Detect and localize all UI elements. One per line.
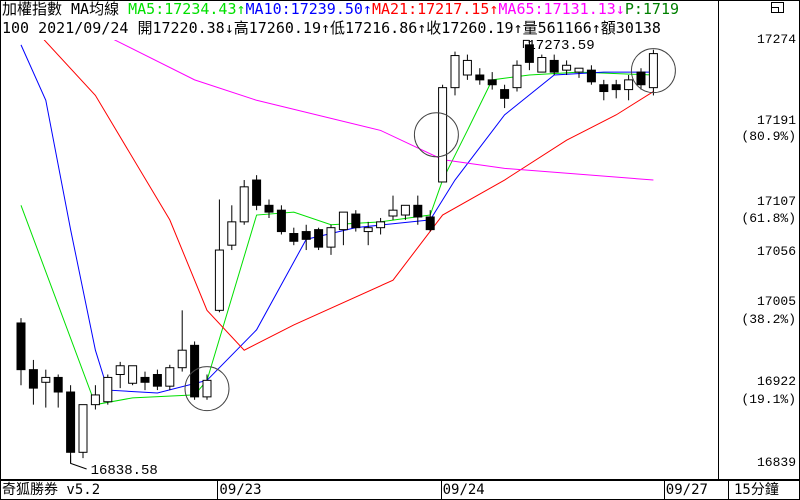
candle-down xyxy=(611,84,621,91)
indicator-header: 加權指數 MA均線 MA5:17234.43↑MA10:17239.50↑MA2… xyxy=(2,0,716,19)
candle-up xyxy=(214,249,224,311)
candle-up xyxy=(239,186,249,223)
candle-up xyxy=(177,349,187,369)
ma65-value: MA65:17131.13↓ xyxy=(498,0,625,18)
candle-up xyxy=(462,59,472,76)
candle-down xyxy=(524,44,534,63)
date-label: 09/23 xyxy=(217,481,262,499)
axis-label: 17191 xyxy=(756,112,796,128)
candle-up xyxy=(338,211,348,231)
ma65-line xyxy=(113,40,654,181)
candle-down xyxy=(28,369,38,389)
p-value: P:1719 xyxy=(624,0,680,18)
candle-up xyxy=(165,367,175,387)
ma10-line xyxy=(20,44,654,394)
low-connector xyxy=(70,455,87,470)
candle-up xyxy=(400,204,410,216)
candle-up xyxy=(78,404,88,453)
candle-down xyxy=(487,79,497,86)
candle-down xyxy=(66,391,76,453)
candle-down xyxy=(301,231,311,240)
candle-up xyxy=(363,227,373,233)
candle-up xyxy=(90,394,100,406)
high-annotation: 17273.59 xyxy=(527,38,594,54)
candle-up xyxy=(388,209,398,217)
candle-down xyxy=(16,322,26,371)
axis-label: 17005 xyxy=(756,293,796,309)
signal-circle xyxy=(630,48,676,94)
axis-label: 16922 xyxy=(756,374,796,390)
candle-down xyxy=(252,179,262,206)
candle-up xyxy=(41,376,51,383)
ma5-value: MA5:17234.43↑ xyxy=(128,0,246,18)
candle-down xyxy=(276,209,286,233)
axis-label: (38.2%) xyxy=(741,312,796,328)
candle-down xyxy=(475,74,485,81)
high-connector xyxy=(522,39,530,48)
candle-up xyxy=(624,79,634,91)
date-label: 09/24 xyxy=(440,481,485,499)
candle-up xyxy=(574,67,584,73)
candle-up xyxy=(438,87,448,183)
candle-down xyxy=(190,344,200,398)
period-selector[interactable]: 15分鐘 xyxy=(734,482,779,498)
candle-down xyxy=(586,69,596,83)
axis-label: 16839 xyxy=(756,455,796,470)
candle-up xyxy=(202,379,212,398)
axis-label: 17107 xyxy=(756,194,796,210)
axis-label: 17056 xyxy=(756,243,796,259)
candle-up xyxy=(648,53,658,89)
candle-up xyxy=(537,57,547,73)
candle-up xyxy=(227,221,237,246)
candle-down xyxy=(53,376,63,393)
axis-label: 17274 xyxy=(756,32,796,47)
candlestick-chart[interactable]: 17273.59 16838.58 xyxy=(0,0,718,479)
indicator-title: 加權指數 MA均線 xyxy=(2,0,120,18)
footer-divider xyxy=(0,479,800,481)
axis-divider xyxy=(718,0,719,480)
candle-up xyxy=(326,227,336,248)
candle-down xyxy=(599,84,609,93)
ma21-line xyxy=(43,40,654,351)
app-name: 奇狐勝券 v5.2 xyxy=(2,482,101,498)
candle-down xyxy=(264,204,274,213)
ohlc-info: 100 2021/09/24 開17220.38↓高17260.19↑低1721… xyxy=(2,19,661,37)
low-annotation: 16838.58 xyxy=(91,463,158,479)
candle-up xyxy=(512,64,522,89)
ma21-value: MA21:17217.15↑ xyxy=(371,0,499,18)
axis-label: (61.8%) xyxy=(741,210,796,226)
signal-circle xyxy=(413,112,459,158)
candle-up xyxy=(376,221,386,229)
candle-down xyxy=(413,204,423,218)
candle-down xyxy=(425,216,435,231)
candle-down xyxy=(289,233,299,242)
axis-label: (19.1%) xyxy=(741,391,796,407)
candle-down xyxy=(314,229,324,248)
candle-down xyxy=(140,376,150,383)
date-label: 09/27 xyxy=(663,481,708,499)
candle-up xyxy=(103,376,113,403)
ma10-value: MA10:17239.50↑ xyxy=(245,0,372,18)
candle-down xyxy=(351,213,361,229)
candle-down xyxy=(636,71,646,86)
axis-label: (80.9%) xyxy=(741,129,796,145)
candle-up xyxy=(128,365,138,384)
candle-down xyxy=(152,374,162,387)
candle-down xyxy=(549,59,559,73)
signal-circle xyxy=(184,366,230,412)
candle-up xyxy=(450,55,460,89)
candle-down xyxy=(500,89,510,99)
ma5-line xyxy=(20,71,654,406)
candle-up xyxy=(562,64,572,71)
period-divider xyxy=(728,480,729,500)
window-layout-icon[interactable] xyxy=(771,2,784,13)
candle-up xyxy=(115,365,125,376)
